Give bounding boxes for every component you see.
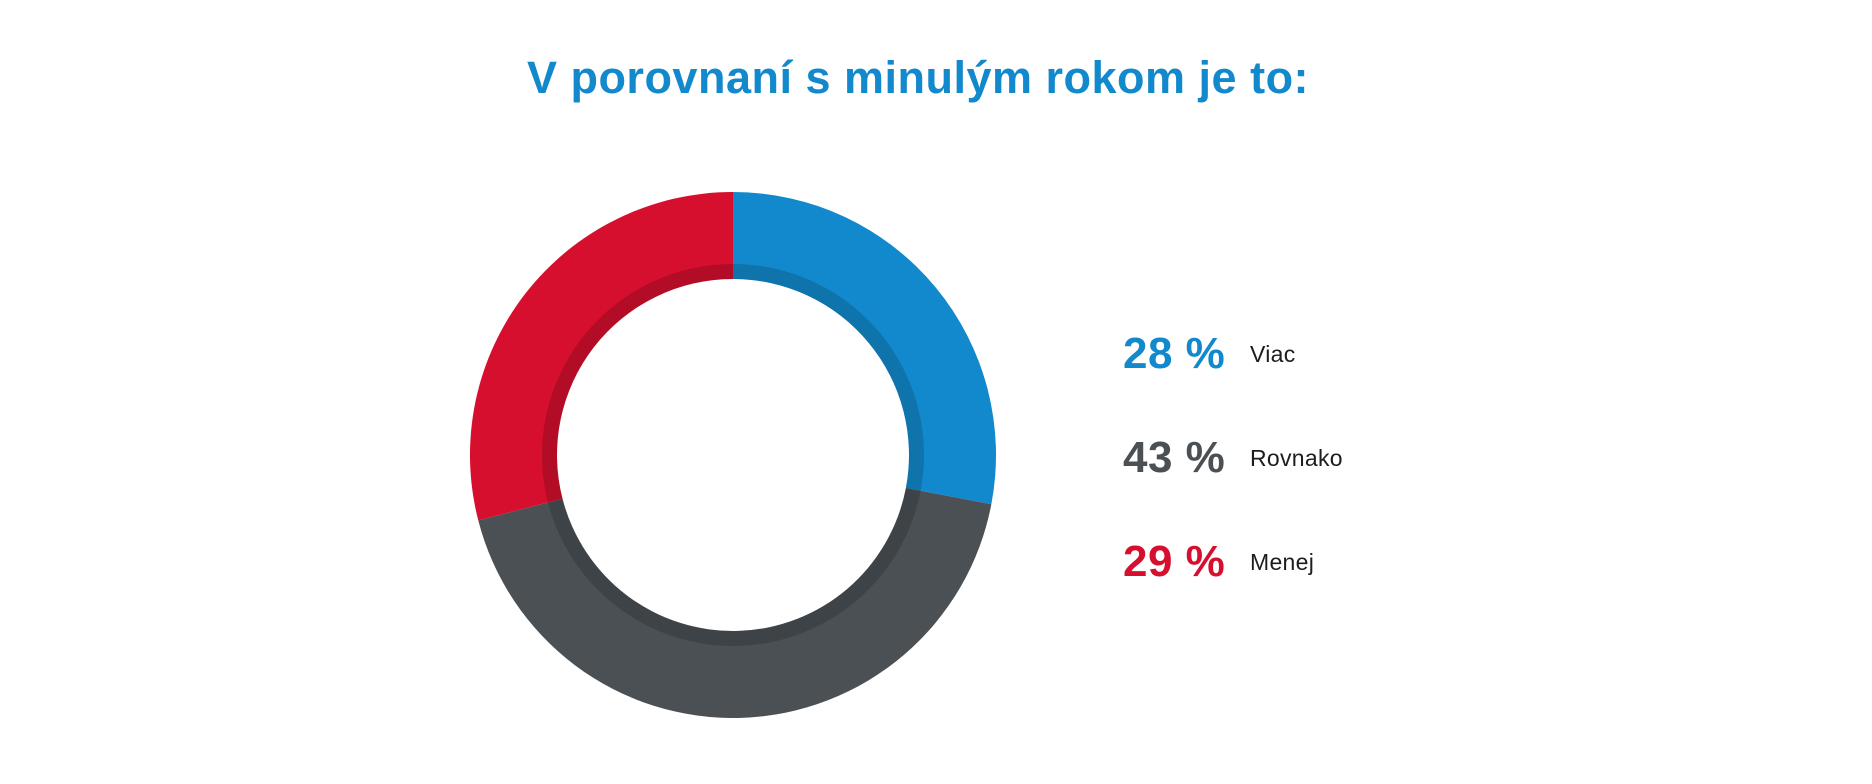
donut-chart-svg: [469, 192, 996, 719]
legend-value: 43 %: [1123, 433, 1226, 482]
donut-segment-viac: [733, 192, 996, 505]
chart-title: V porovnaní s minulým rokom je to:: [526, 52, 1310, 103]
donut-inner-shadow: [542, 264, 924, 646]
legend-item: 29 % Menej: [1123, 530, 1343, 594]
donut-segment-menej: [469, 192, 733, 521]
legend-item: 28 % Viac: [1123, 322, 1343, 386]
legend-label: Rovnako: [1250, 444, 1343, 471]
legend-value: 28 %: [1123, 329, 1226, 378]
legend-label: Menej: [1250, 548, 1315, 575]
donut-chart: [469, 192, 996, 719]
legend-item: 43 % Rovnako: [1123, 426, 1343, 490]
legend-value: 29 %: [1123, 537, 1226, 586]
chart-legend: 28 % Viac 43 % Rovnako 29 % Menej: [1123, 322, 1343, 594]
legend-label: Viac: [1250, 340, 1296, 367]
donut-segment-rovnako: [478, 487, 992, 719]
